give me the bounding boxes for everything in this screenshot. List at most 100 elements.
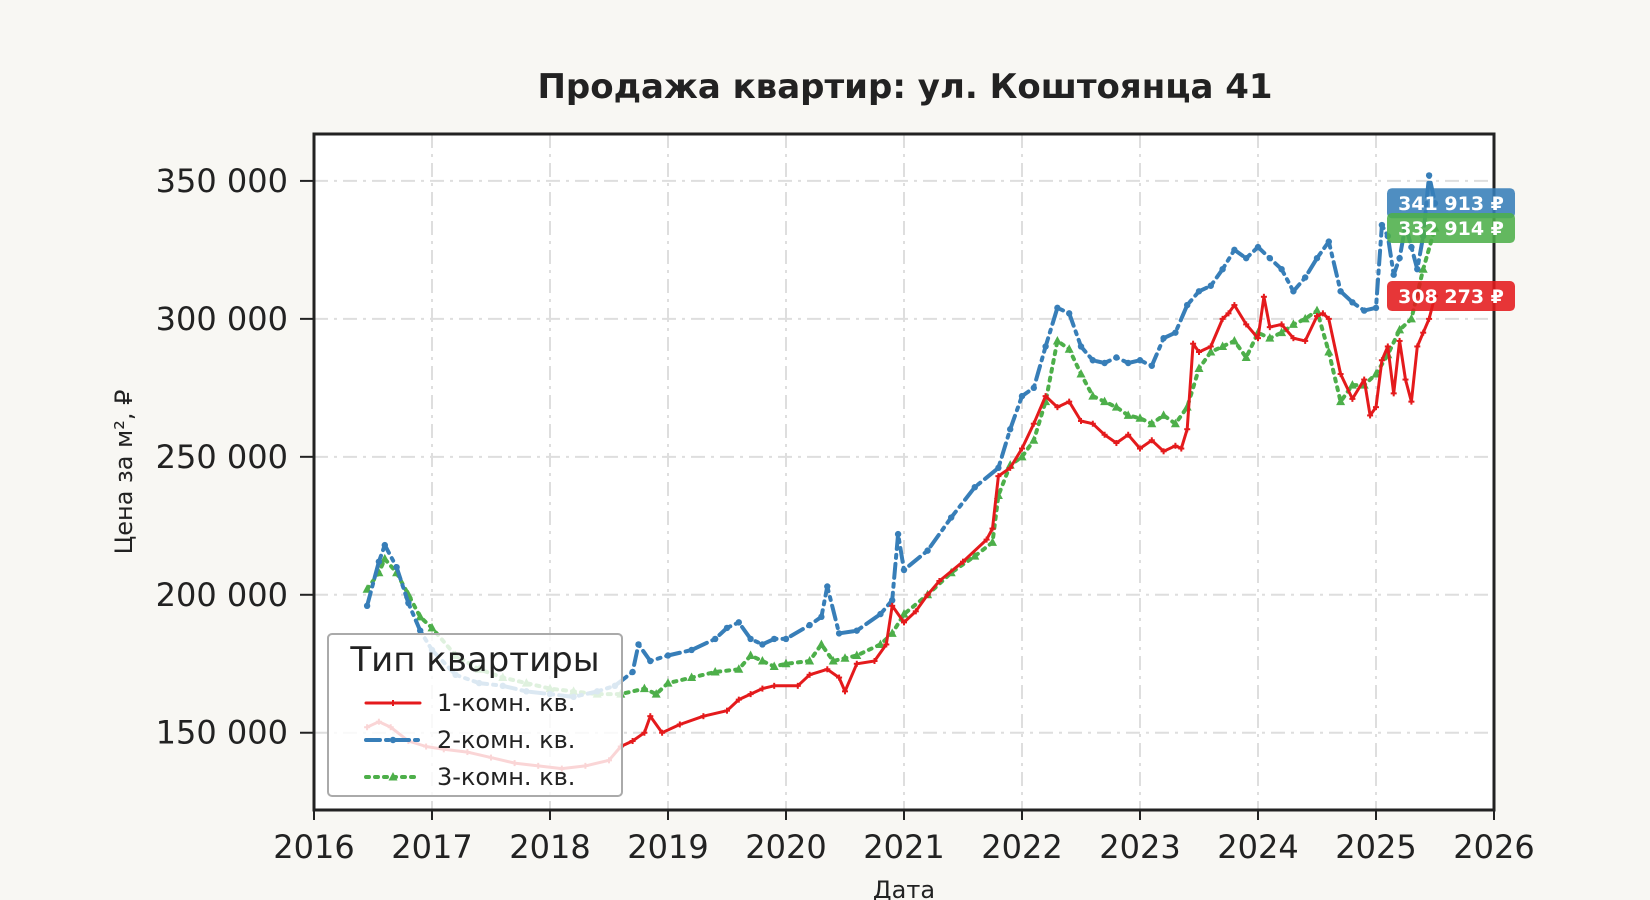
y-axis: 150 000 200 000 250 000 300 000 350 000: [156, 162, 314, 752]
marker-23: [757, 656, 767, 665]
last-value-badge-1: 308 273 ₽: [1387, 281, 1515, 312]
marker-68: [1325, 238, 1333, 245]
marker-21: [712, 635, 719, 643]
marker-1: [389, 736, 397, 744]
marker-30: [852, 650, 862, 659]
marker-43: [1030, 384, 1038, 392]
marker-24: [759, 685, 766, 692]
marker-3: [380, 553, 390, 563]
marker-20: [710, 667, 720, 676]
marker-25: [759, 641, 766, 648]
marker-57: [1218, 341, 1228, 350]
marker-28: [824, 666, 831, 673]
last-value-text: 341 913 ₽: [1398, 193, 1504, 215]
marker-34: [889, 602, 896, 609]
marker-40: [1017, 451, 1027, 461]
y-tick-label: 150 000: [156, 714, 288, 752]
marker-70: [1371, 369, 1381, 378]
marker-65: [1290, 288, 1297, 295]
marker-65: [1231, 302, 1238, 309]
marker-50: [1089, 420, 1096, 427]
marker-21: [724, 707, 730, 714]
marker-33: [883, 641, 890, 648]
x-tick-label: 2022: [981, 828, 1062, 866]
marker-83: [1390, 390, 1397, 397]
marker-17: [651, 689, 661, 698]
marker-60: [1190, 340, 1197, 347]
marker-7: [427, 622, 437, 632]
marker-20: [688, 646, 695, 654]
y-tick-label: 250 000: [156, 438, 288, 476]
marker-81: [1378, 357, 1385, 364]
marker-25: [771, 682, 778, 689]
x-tick-label: 2020: [745, 828, 826, 866]
marker-52: [1159, 410, 1169, 419]
marker-57: [1195, 288, 1203, 295]
x-tick-label: 2023: [1099, 828, 1180, 866]
marker-33: [899, 609, 909, 618]
marker-38: [948, 514, 955, 521]
marker-68: [1347, 380, 1357, 389]
last-value-text: 332 914 ₽: [1398, 218, 1504, 240]
marker-88: [1420, 329, 1427, 336]
marker-64: [1225, 310, 1232, 317]
marker-64: [1300, 313, 1310, 323]
marker-62: [1207, 343, 1214, 350]
marker-22: [746, 650, 756, 659]
marker-45: [1076, 369, 1086, 378]
marker-40: [983, 536, 990, 543]
marker-79: [1367, 412, 1374, 419]
marker-44: [1064, 344, 1074, 353]
series-line-1: [365, 294, 1437, 771]
marker-52: [1136, 357, 1144, 364]
marker-40: [995, 464, 1002, 472]
marker-44: [1042, 343, 1049, 350]
marker-17: [635, 641, 642, 648]
marker-22: [735, 696, 742, 703]
marker-41: [989, 525, 996, 532]
x-tick-label: 2019: [627, 828, 708, 866]
x-tick-label: 2025: [1335, 828, 1416, 866]
marker-16: [641, 729, 648, 736]
marker-38: [936, 577, 943, 584]
last-value-badge-3: 332 914 ₽: [1387, 213, 1515, 244]
marker-54: [1160, 334, 1167, 342]
marker-20: [700, 713, 707, 720]
y-tick-label: 300 000: [156, 300, 288, 338]
marker-55: [1172, 329, 1179, 336]
marker-35: [894, 530, 902, 538]
marker-1: [390, 700, 396, 706]
marker-37: [988, 537, 997, 546]
marker-63: [1219, 315, 1226, 322]
marker-66: [1243, 321, 1250, 328]
marker-19: [676, 721, 683, 728]
marker-66: [1302, 274, 1309, 281]
marker-61: [1196, 348, 1202, 355]
marker-46: [1042, 393, 1049, 400]
legend-label: 2-комн. кв.: [437, 726, 575, 754]
marker-59: [1219, 266, 1226, 273]
marker-18: [663, 678, 673, 687]
x-axis-label: Дата: [873, 876, 935, 900]
marker-67: [1313, 254, 1321, 262]
marker-43: [1007, 464, 1014, 471]
marker-6: [415, 611, 425, 621]
legend-title: Тип квартиры: [349, 640, 599, 680]
marker-1: [362, 584, 372, 593]
marker-48: [1089, 357, 1097, 364]
marker-56: [1206, 346, 1216, 356]
marker-76: [1396, 254, 1403, 262]
marker-42: [1018, 392, 1026, 400]
marker-23: [735, 619, 742, 626]
marker-45: [1054, 304, 1061, 312]
marker-77: [1349, 395, 1356, 402]
marker-78: [1408, 243, 1415, 251]
legend-label: 1-комн. кв.: [437, 689, 575, 717]
marker-2: [375, 558, 383, 565]
marker-27: [782, 635, 790, 643]
marker-29: [818, 613, 825, 621]
marker-66: [1324, 346, 1334, 356]
x-tick-label: 2016: [273, 828, 354, 866]
marker-72: [1302, 337, 1309, 344]
